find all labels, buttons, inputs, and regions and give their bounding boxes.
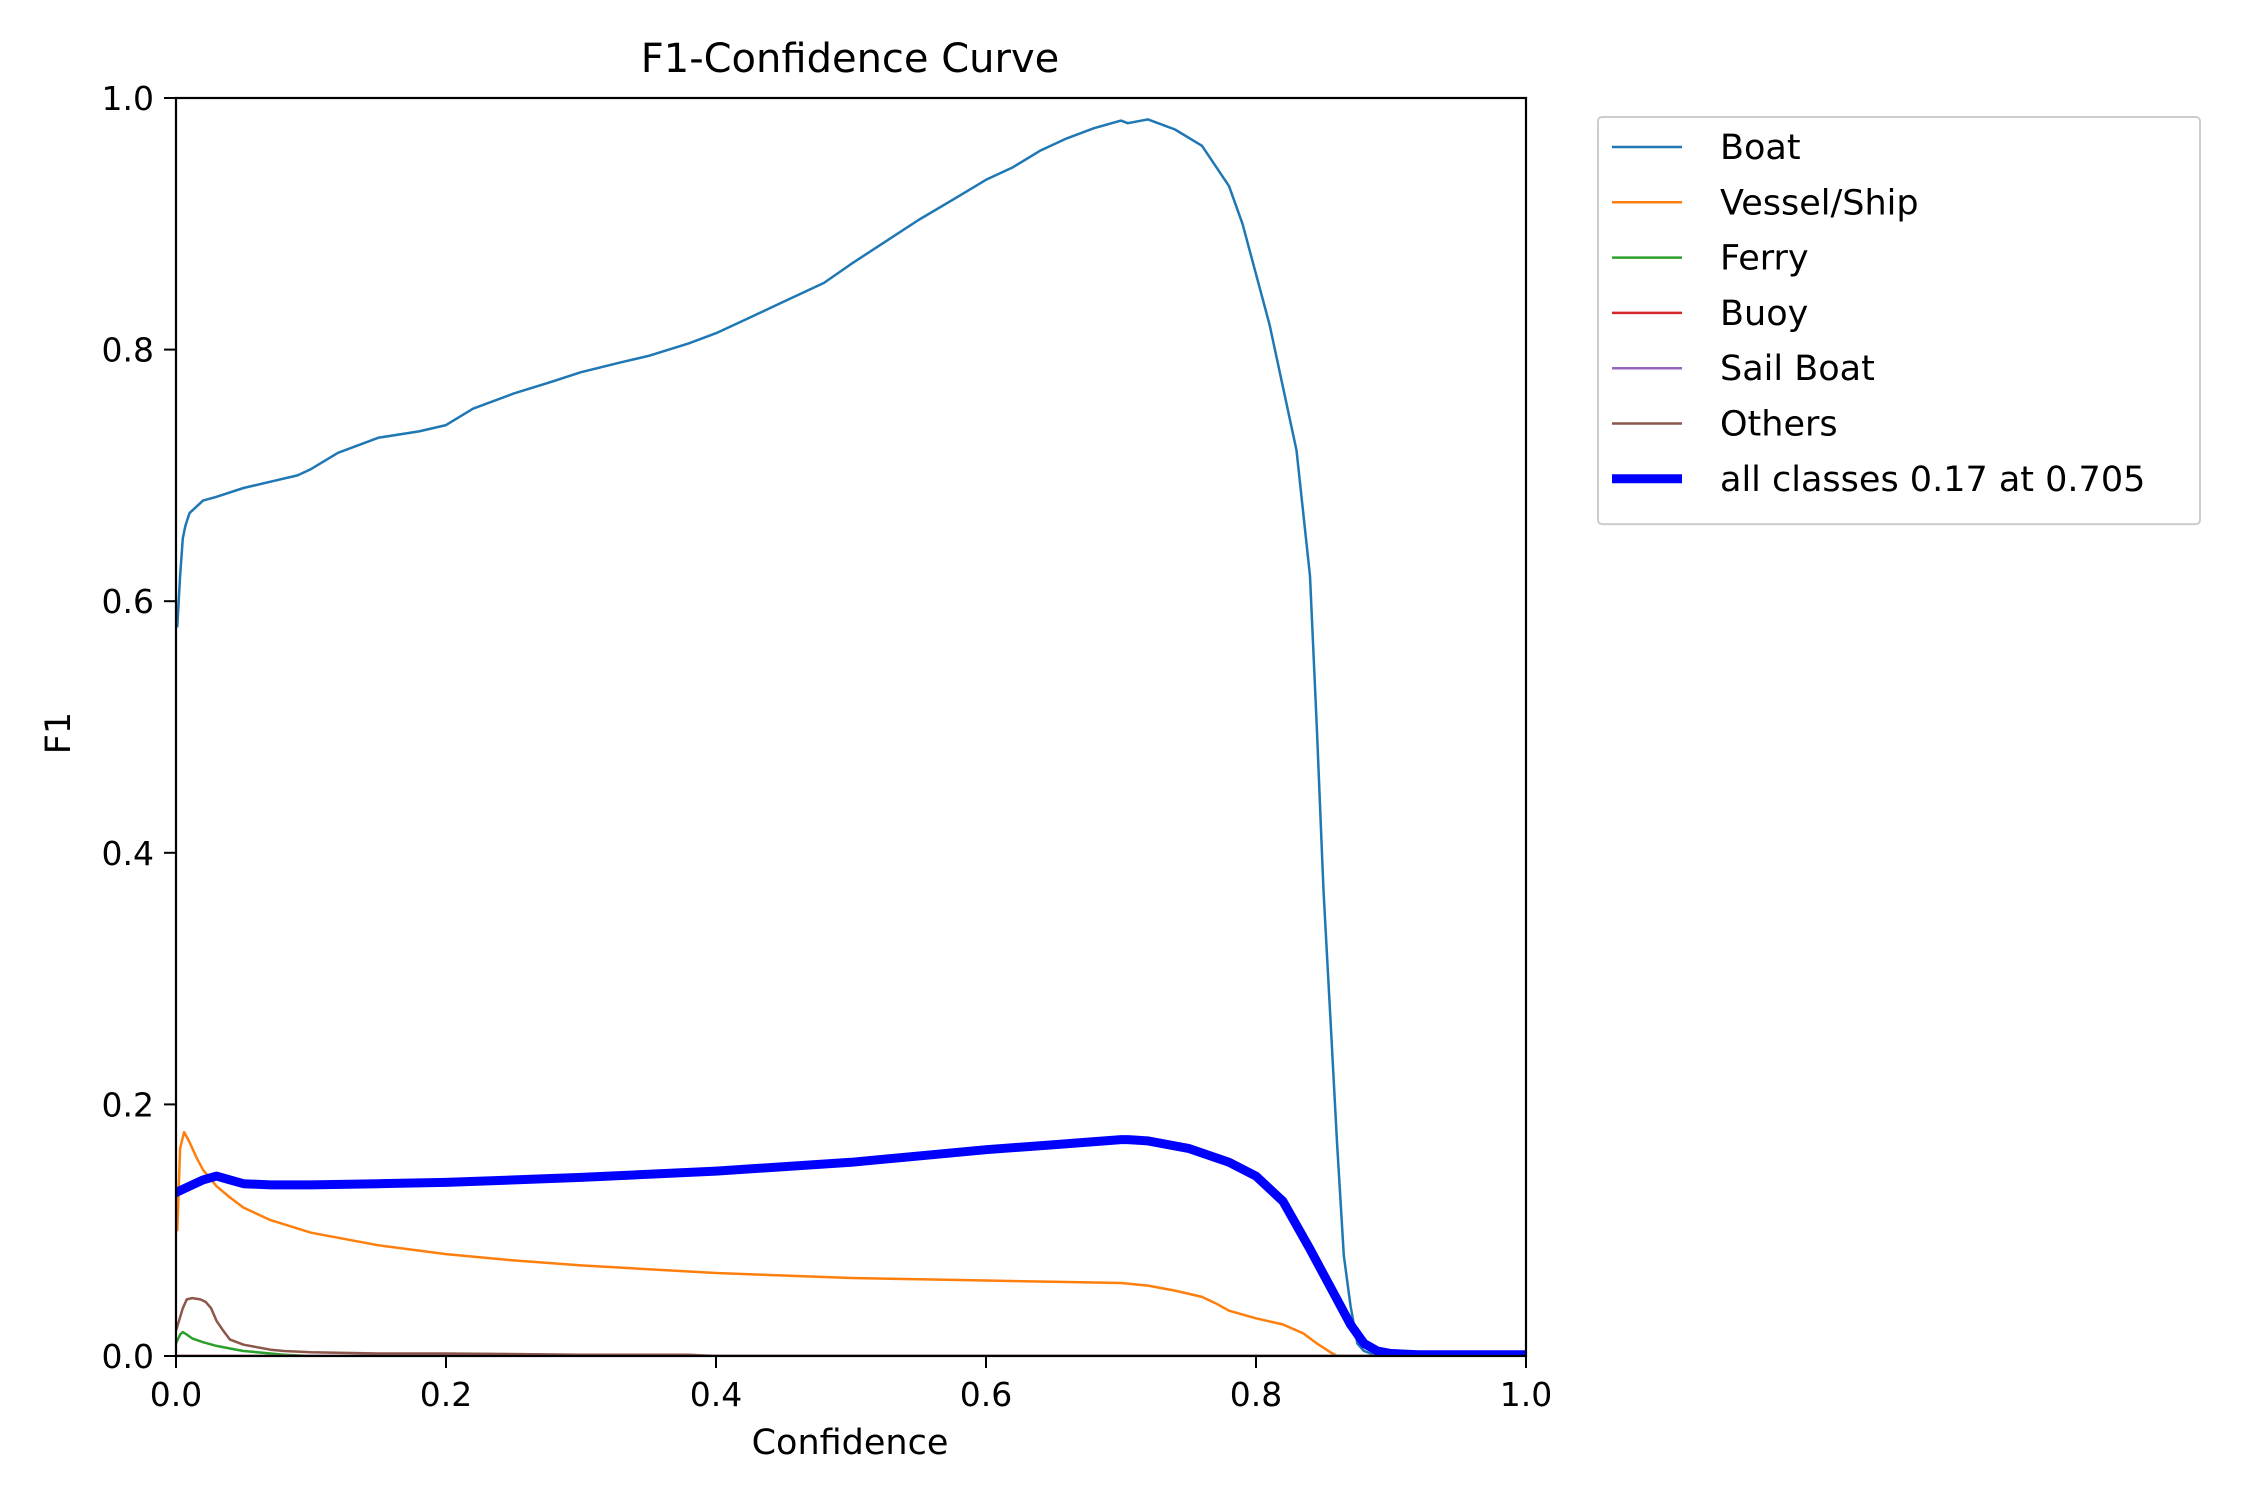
series-line-ferry bbox=[176, 1330, 1526, 1356]
chart-title: F1-Confidence Curve bbox=[641, 36, 1060, 82]
x-tick-label: 0.0 bbox=[150, 1375, 202, 1414]
x-tick-label: 0.4 bbox=[690, 1375, 742, 1414]
plot-frame bbox=[174, 96, 1528, 1358]
legend: Boat Vessel/Ship Ferry Buoy Sail Boat Others a… bbox=[1597, 116, 2201, 526]
x-tick-label: 1.0 bbox=[1500, 1375, 1552, 1414]
y-tick-label: 0.0 bbox=[102, 1337, 154, 1376]
x-tick-label: 0.2 bbox=[420, 1375, 472, 1414]
y-tick-label: 0.2 bbox=[102, 1085, 154, 1124]
y-tick-label: 0.4 bbox=[102, 834, 154, 873]
legend-box bbox=[1597, 116, 2201, 526]
series-line-others bbox=[176, 1296, 1526, 1356]
legend-label-others: Others bbox=[1720, 405, 1838, 445]
y-axis-label: F1 bbox=[39, 712, 79, 754]
y-tick-label: 0.8 bbox=[102, 331, 154, 370]
legend-label-ferry: Ferry bbox=[1720, 239, 1809, 279]
legend-label-all-classes-0-17-at-0-705: all classes 0.17 at 0.705 bbox=[1720, 460, 2145, 500]
plot-area: 0.0 0.2 0.4 0.6 0.8 1.0 0.0 0.2 0.4 0.6 0.8 1.0 bbox=[102, 79, 1553, 1414]
x-tick-label: 0.8 bbox=[1230, 1375, 1282, 1414]
legend-label-vessel-ship: Vessel/Ship bbox=[1720, 183, 1919, 223]
legend-label-sail-boat: Sail Boat bbox=[1720, 349, 1875, 389]
series-line-all-classes-0-17-at-0-705 bbox=[176, 1135, 1526, 1356]
legend-label-boat: Boat bbox=[1720, 128, 1801, 168]
legend-label-buoy: Buoy bbox=[1720, 294, 1808, 334]
y-tick-label: 1.0 bbox=[102, 79, 154, 118]
series-lines bbox=[176, 118, 1526, 1356]
x-axis-label: Confidence bbox=[752, 1423, 949, 1463]
series-line-boat bbox=[176, 118, 1526, 1356]
x-tick-label: 0.6 bbox=[960, 1375, 1012, 1414]
y-tick-label: 0.6 bbox=[102, 582, 154, 621]
